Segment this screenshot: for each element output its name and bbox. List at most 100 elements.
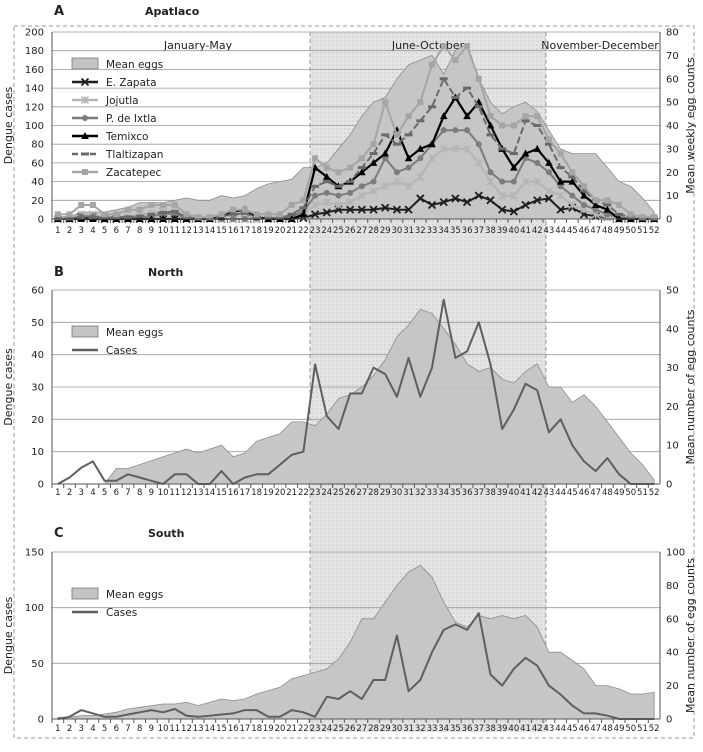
zacatepec-point (592, 197, 599, 204)
y-tick-label: 0 (38, 480, 44, 491)
e-zapata-point (346, 205, 355, 214)
p-de-ixtla-point (464, 127, 471, 134)
x-tick-label: 20 (275, 226, 286, 236)
e-zapata-point (392, 205, 402, 214)
y2-tick-label: 100 (666, 548, 685, 559)
p-de-ixtla-point (604, 211, 611, 218)
x-tick-label: 42 (532, 488, 543, 498)
x-tick-label: 33 (427, 226, 438, 236)
zacatepec-point (323, 164, 330, 171)
x-tick-label: 19 (263, 226, 274, 236)
zacatepec-point (358, 155, 365, 162)
x-tick-label: 39 (497, 488, 508, 498)
x-tick-label: 34 (438, 226, 449, 236)
tlaltizapan-point (463, 86, 472, 90)
panel-letter: A (54, 4, 64, 19)
panel-title: South (148, 527, 184, 540)
panel-title: North (148, 266, 183, 279)
x-tick-label: 41 (520, 488, 531, 498)
x-tick-label: 37 (473, 724, 484, 734)
e-zapata-point (556, 205, 565, 214)
x-tick-label: 16 (228, 488, 239, 498)
p-de-ixtla-point (370, 178, 377, 185)
panel-title: Apatlaco (145, 5, 200, 18)
x-tick-label: 25 (333, 488, 344, 498)
x-tick-label: 1 (55, 488, 60, 498)
jojutla-point (439, 144, 448, 153)
x-tick-label: 6 (114, 488, 119, 498)
x-tick-label: 8 (137, 488, 142, 498)
zacatepec-point (78, 201, 85, 208)
temixco-point (416, 144, 425, 152)
zacatepec-point (499, 122, 506, 129)
y2-tick-label: 50 (666, 98, 679, 109)
x-tick-label: 6 (114, 226, 119, 236)
temixco-point (439, 112, 448, 120)
temixco-point (486, 121, 495, 129)
jojutla-point (404, 182, 413, 191)
tlaltizapan-point (357, 166, 366, 170)
y-tick-label: 180 (25, 46, 44, 57)
y-tick-label: 160 (25, 65, 44, 76)
temixco-point (381, 149, 390, 157)
zacatepec-point (487, 113, 494, 120)
y-tick-label: 0 (38, 215, 44, 226)
tlaltizapan-point (381, 133, 390, 137)
p-de-ixtla-point (347, 189, 354, 196)
tlaltizapan-point (229, 212, 238, 216)
x-tick-label: 9 (149, 488, 154, 498)
y-axis-label: Dengue cases (2, 87, 15, 165)
x-tick-label: 49 (614, 724, 625, 734)
y2-tick-label: 60 (666, 74, 679, 85)
p-de-ixtla-point (581, 201, 587, 208)
x-tick-label: 5 (102, 724, 107, 734)
x-tick-label: 40 (508, 724, 519, 734)
zacatepec-point (125, 206, 131, 213)
e-zapata-point (381, 203, 390, 212)
tlaltizapan-point (615, 212, 624, 216)
tlaltizapan-point (439, 77, 448, 81)
x-tick-label: 30 (392, 226, 403, 236)
x-tick-label: 6 (114, 724, 119, 734)
p-de-ixtla-point (323, 189, 330, 196)
x-tick-label: 50 (625, 724, 636, 734)
zacatepec-point (475, 75, 482, 82)
e-zapata-point (451, 194, 460, 203)
x-tick-label: 47 (590, 724, 601, 734)
y2-tick-label: 50 (666, 286, 679, 297)
legend-marker (81, 152, 89, 156)
tlaltizapan-point (392, 142, 401, 146)
x-tick-label: 13 (193, 724, 204, 734)
e-zapata-point (521, 200, 530, 210)
e-zapata-point (462, 198, 472, 207)
temixco-point (591, 200, 600, 208)
e-zapata-point (544, 194, 554, 203)
jojutla-point (498, 191, 507, 200)
tlaltizapan-point (159, 210, 168, 214)
tlaltizapan-point (416, 119, 425, 123)
x-tick-label: 32 (415, 488, 426, 498)
p-de-ixtla-point (452, 127, 459, 134)
x-tick-label: 43 (544, 226, 555, 236)
temixco-point (556, 177, 565, 185)
y2-tick-label: 0 (666, 480, 672, 491)
tlaltizapan-point (346, 180, 355, 184)
x-tick-label: 26 (345, 488, 356, 498)
p-de-ixtla-point (335, 192, 342, 199)
zacatepec-point (277, 211, 283, 218)
p-de-ixtla-point (499, 178, 506, 185)
y2-tick-label: 30 (666, 363, 679, 374)
y-tick-label: 60 (31, 286, 44, 297)
x-tick-label: 27 (356, 488, 367, 498)
x-tick-label: 7 (125, 226, 130, 236)
y-tick-label: 150 (25, 548, 44, 559)
y-tick-label: 20 (31, 196, 44, 207)
tlaltizapan-point (533, 124, 542, 127)
x-tick-label: 31 (403, 724, 414, 734)
x-tick-label: 33 (427, 724, 438, 734)
e-zapata-point (310, 210, 320, 219)
zacatepec-point (417, 99, 424, 106)
jojutla-point (427, 154, 437, 163)
x-tick-label: 20 (275, 724, 286, 734)
y-axis-label: Dengue cases (2, 348, 15, 426)
